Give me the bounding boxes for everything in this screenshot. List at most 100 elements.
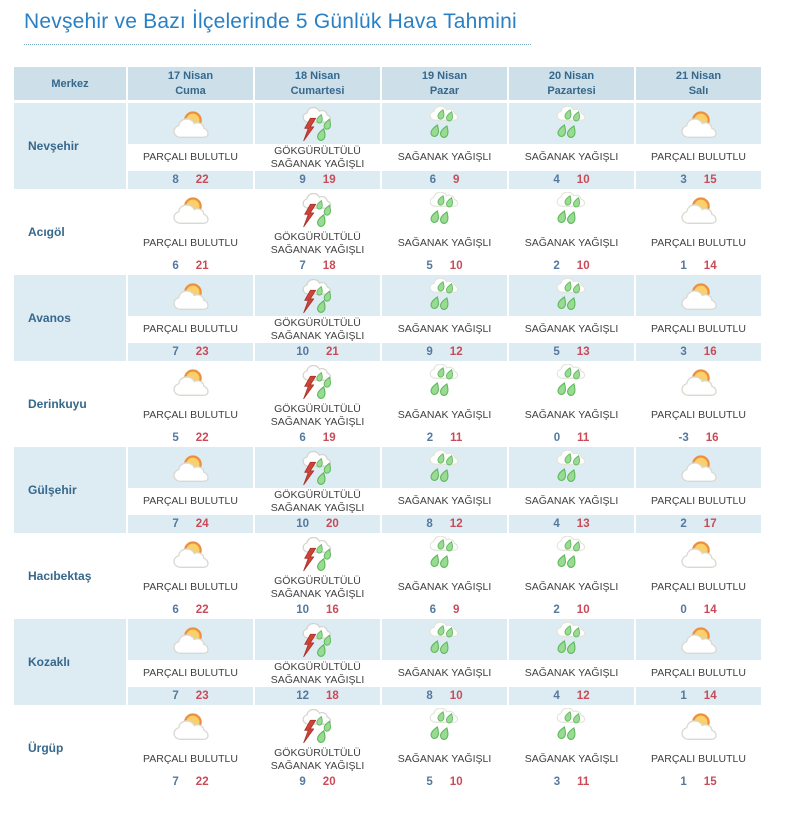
max-temp: 11	[577, 432, 590, 444]
condition-label: GÖKGÜRÜLTÜLÜ SAĞANAK YAĞIŞLI	[255, 660, 380, 687]
min-temp: 1	[680, 776, 687, 788]
day-header-0: 17 Nisan Cuma	[128, 67, 253, 103]
partly-cloudy-icon	[171, 194, 211, 228]
max-temp: 22	[195, 174, 209, 186]
temperature-cell: 4 10	[509, 171, 634, 189]
temperature-cell: 8 12	[382, 515, 507, 533]
weather-icon-cell	[255, 619, 380, 660]
min-temp: 9	[299, 174, 306, 186]
min-temp: 0	[553, 432, 561, 444]
weather-icon-cell	[636, 533, 761, 574]
condition-label: SAĞANAK YAĞIŞLI	[382, 230, 507, 257]
thunderstorm-icon	[298, 192, 338, 230]
city-row-icons: Ürgüp	[14, 705, 761, 791]
partly-cloudy-icon	[171, 366, 211, 400]
rain-showers-icon	[425, 364, 465, 402]
max-temp: 12	[449, 346, 463, 358]
partly-cloudy-icon	[171, 280, 211, 314]
min-temp: 7	[172, 518, 179, 530]
temperature-cell: 10 21	[255, 343, 380, 361]
temperature-cell: 6 22	[128, 601, 253, 619]
condition-label: GÖKGÜRÜLTÜLÜ SAĞANAK YAĞIŞLI	[255, 144, 380, 171]
condition-label: PARÇALI BULUTLU	[128, 660, 253, 687]
min-temp: 1	[680, 690, 687, 702]
weather-icon-cell	[636, 275, 761, 316]
condition-label: PARÇALI BULUTLU	[128, 402, 253, 429]
min-temp: 6	[172, 260, 179, 272]
weather-icon-cell	[255, 361, 380, 402]
city-name: Nevşehir	[14, 103, 126, 189]
max-temp: 9	[453, 174, 460, 186]
condition-label: SAĞANAK YAĞIŞLI	[509, 316, 634, 343]
min-temp: 6	[429, 604, 436, 616]
max-temp: 10	[576, 604, 590, 616]
temperature-cell: 3 11	[509, 773, 634, 791]
min-temp: 4	[553, 690, 560, 702]
day-header-date: 21 Nisan	[675, 70, 722, 82]
condition-label: PARÇALI BULUTLU	[636, 746, 761, 773]
forecast-tbody: Nevşehir PARÇALI BULUTLU GÖKGÜRÜLTÜLÜ SAĞA…	[14, 103, 761, 791]
condition-label: PARÇALI BULUTLU	[636, 574, 761, 601]
max-temp: 15	[703, 776, 717, 788]
city-row-conditions: PARÇALI BULUTLU GÖKGÜRÜLTÜLÜ SAĞANAK YAĞI…	[14, 402, 761, 429]
weather-icon-cell	[509, 103, 634, 144]
weather-icon-cell	[509, 189, 634, 230]
weather-icon-cell	[636, 705, 761, 746]
city-row-temps: 7 23 10 21 9 12 5 13 3 16	[14, 343, 761, 361]
min-temp: 4	[553, 174, 560, 186]
max-temp: 21	[195, 260, 209, 272]
partly-cloudy-icon	[171, 452, 211, 486]
min-temp: 0	[680, 604, 687, 616]
weather-icon-cell	[255, 447, 380, 488]
temperature-cell: -3 16	[636, 429, 761, 447]
min-temp: 7	[172, 776, 179, 788]
condition-label: PARÇALI BULUTLU	[636, 230, 761, 257]
min-temp: 7	[299, 260, 306, 272]
city-row-conditions: PARÇALI BULUTLU GÖKGÜRÜLTÜLÜ SAĞANAK YAĞI…	[14, 144, 761, 171]
condition-label: SAĞANAK YAĞIŞLI	[382, 746, 507, 773]
city-row-temps: 6 22 10 16 6 9 2 10 0 14	[14, 601, 761, 619]
max-temp: 11	[577, 776, 590, 788]
partly-cloudy-icon	[171, 538, 211, 572]
rain-showers-icon	[552, 106, 592, 144]
condition-label: SAĞANAK YAĞIŞLI	[509, 402, 634, 429]
day-header-weekday: Pazar	[429, 85, 460, 97]
temperature-cell: 7 23	[128, 343, 253, 361]
weather-icon-cell	[128, 189, 253, 230]
partly-cloudy-icon	[679, 538, 719, 572]
condition-label: GÖKGÜRÜLTÜLÜ SAĞANAK YAĞIŞLI	[255, 316, 380, 343]
max-temp: 13	[576, 518, 590, 530]
city-row-conditions: PARÇALI BULUTLU GÖKGÜRÜLTÜLÜ SAĞANAK YAĞI…	[14, 746, 761, 773]
thunderstorm-icon	[298, 708, 338, 746]
temperature-cell: 0 14	[636, 601, 761, 619]
forecast-table: Merkez 17 Nisan Cuma 18 Nisan Cumartesi 19 N…	[12, 67, 763, 791]
condition-label: GÖKGÜRÜLTÜLÜ SAĞANAK YAĞIŞLI	[255, 230, 380, 257]
max-temp: 16	[703, 346, 717, 358]
city-name: Kozaklı	[14, 619, 126, 705]
partly-cloudy-icon	[679, 108, 719, 142]
weather-icon-cell	[509, 533, 634, 574]
weather-icon-cell	[382, 189, 507, 230]
city-row-temps: 6 21 7 18 5 10 2 10 1 14	[14, 257, 761, 275]
temperature-cell: 9 19	[255, 171, 380, 189]
max-temp: 10	[449, 690, 463, 702]
temperature-cell: 7 23	[128, 687, 253, 705]
temperature-cell: 1 15	[636, 773, 761, 791]
min-temp: 1	[680, 260, 687, 272]
page-header: Nevşehir ve Bazı İlçelerinde 5 Günlük Ha…	[0, 0, 785, 45]
weather-icon-cell	[636, 103, 761, 144]
max-temp: 11	[450, 432, 463, 444]
temperature-cell: 6 19	[255, 429, 380, 447]
temperature-cell: 12 18	[255, 687, 380, 705]
partly-cloudy-icon	[679, 280, 719, 314]
condition-label: SAĞANAK YAĞIŞLI	[382, 660, 507, 687]
max-temp: 10	[449, 776, 463, 788]
city-name: Derinkuyu	[14, 361, 126, 447]
condition-label: PARÇALI BULUTLU	[636, 402, 761, 429]
min-temp: 10	[296, 518, 309, 530]
rain-showers-icon	[552, 708, 592, 746]
city-row-temps: 7 23 12 18 8 10 4 12 1 14	[14, 687, 761, 705]
temperature-cell: 2 11	[382, 429, 507, 447]
city-row-icons: Acıgöl	[14, 189, 761, 275]
city-row-conditions: PARÇALI BULUTLU GÖKGÜRÜLTÜLÜ SAĞANAK YAĞI…	[14, 316, 761, 343]
